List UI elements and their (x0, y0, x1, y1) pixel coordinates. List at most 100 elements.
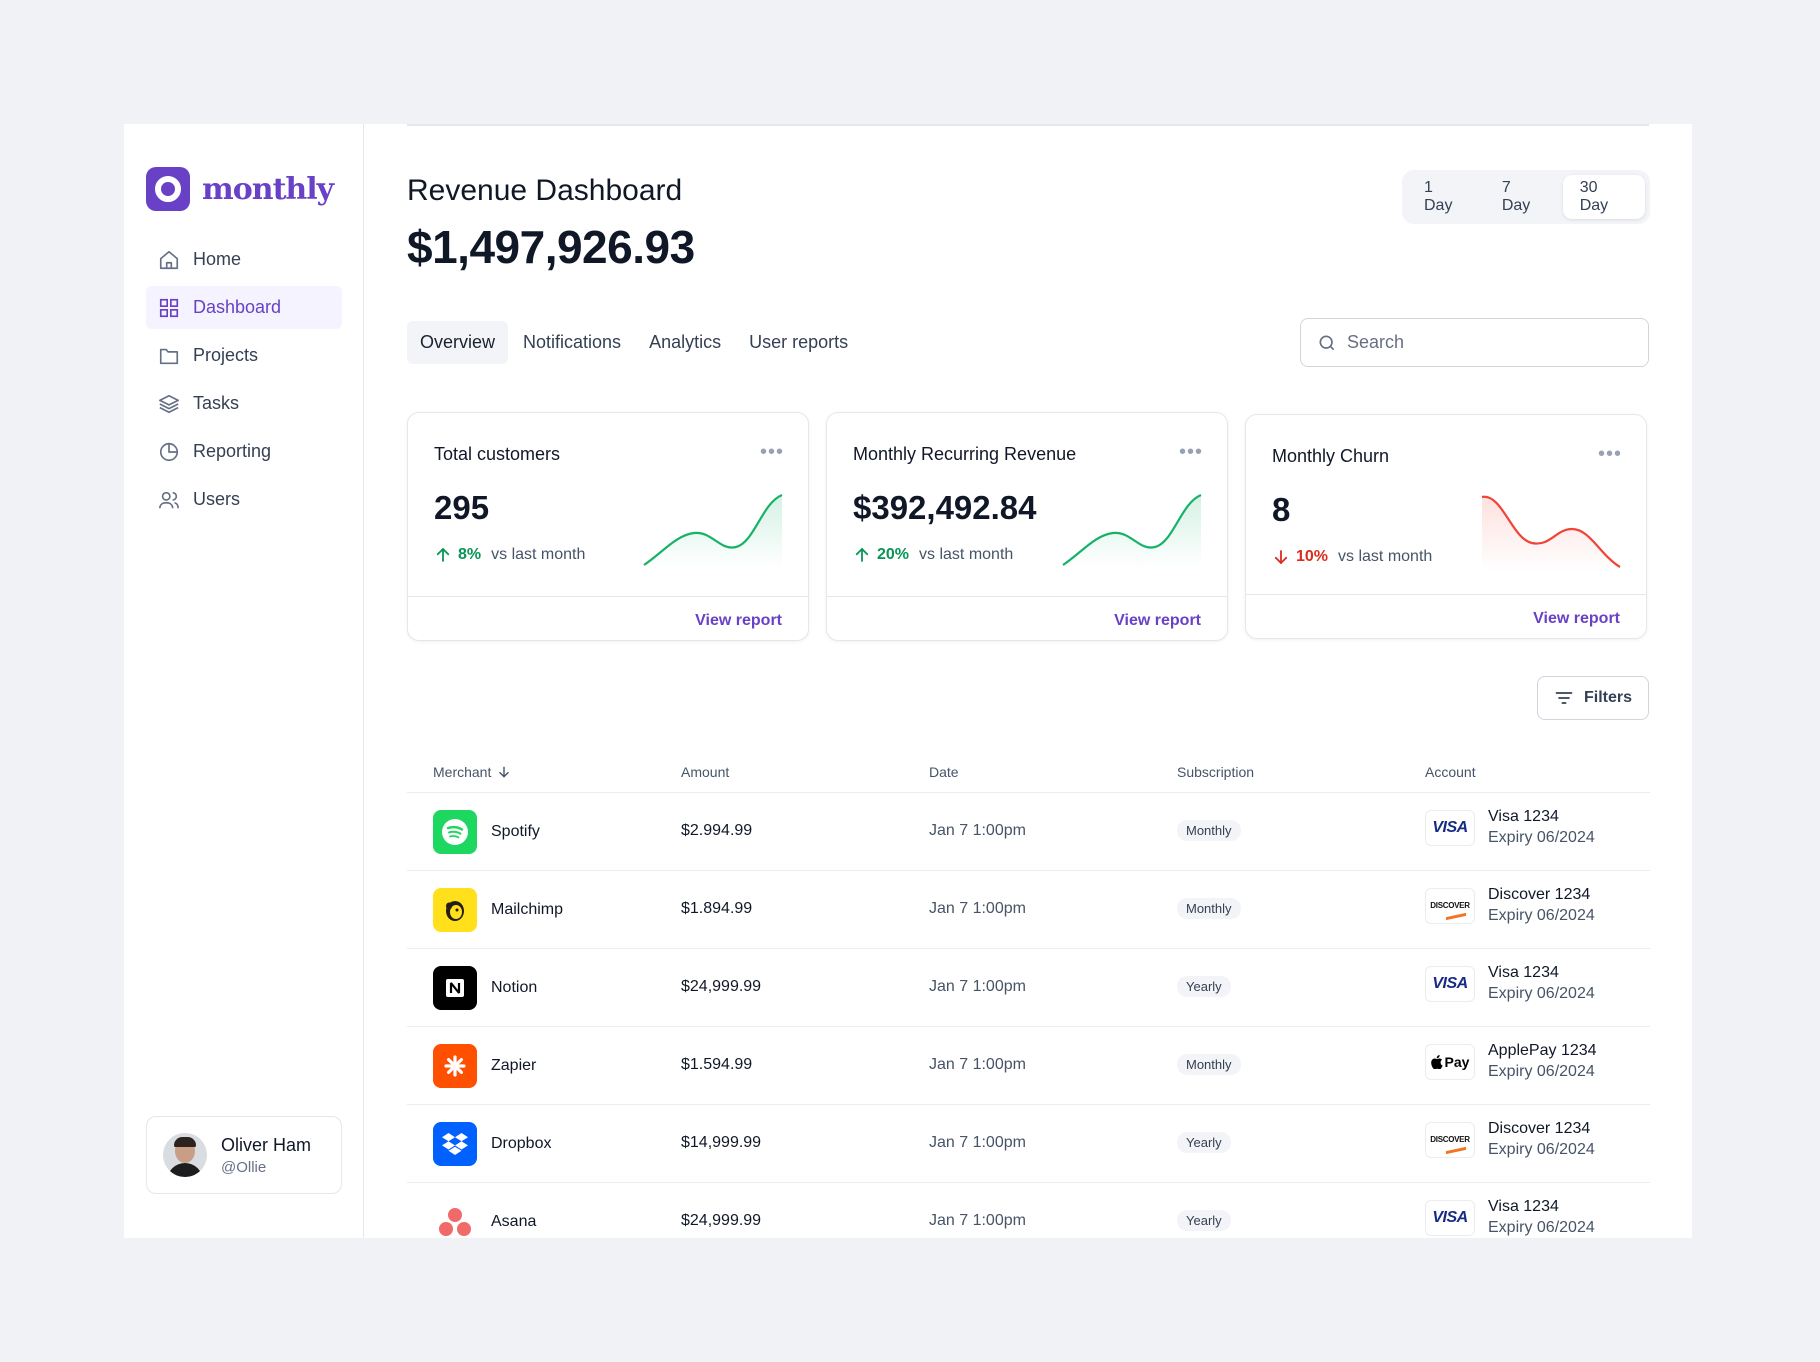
account-expiry: Expiry 06/2024 (1488, 829, 1595, 846)
tab-overview[interactable]: Overview (407, 321, 509, 364)
account-cell: DISCOVER Discover 1234 Expiry 06/2024 (1425, 886, 1595, 925)
sidebar-nav: Home Dashboard Projects Tasks Reporting … (146, 238, 342, 526)
trend-percent: 20% (877, 546, 910, 563)
sidebar-item-label: Dashboard (193, 297, 282, 317)
range-30-day[interactable]: 30 Day (1562, 175, 1646, 219)
merchant-cell: Asana (433, 1200, 536, 1238)
brand-logo[interactable]: monthly (146, 167, 334, 211)
subscription-badge: Monthly (1177, 898, 1241, 919)
account-name: Visa 1234 (1488, 1198, 1559, 1215)
apple-pay-icon: Pay (1425, 1043, 1475, 1080)
search-input[interactable] (1347, 332, 1627, 353)
sidebar-item-tasks[interactable]: Tasks (146, 382, 342, 425)
subscription-badge: Yearly (1177, 976, 1231, 997)
trend-compare: vs last month (919, 546, 1014, 563)
metric-card-churn: Monthly Churn ••• 8 10% vs last month Vi… (1245, 414, 1647, 639)
sidebar-item-label: Users (193, 489, 241, 509)
total-revenue: $1,497,926.93 (407, 221, 695, 273)
view-report-link[interactable]: View report (1114, 612, 1201, 629)
range-7-day[interactable]: 7 Day (1501, 179, 1531, 214)
user-handle: @Ollie (221, 1158, 267, 1176)
top-divider (407, 124, 1649, 126)
table-row[interactable]: Dropbox $14,999.99 Jan 7 1:00pm Yearly D… (407, 1105, 1650, 1183)
range-1-day[interactable]: 1 Day (1424, 179, 1453, 214)
tab-bar: Overview Notifications Analytics User re… (407, 321, 861, 364)
layers-icon (159, 394, 179, 413)
visa-icon: VISA (1425, 965, 1475, 1002)
sparkline-chart (1062, 493, 1202, 569)
trend-indicator: 20% vs last month (853, 546, 1013, 564)
table-header: Merchant Amount Date Subscription Accoun… (407, 750, 1650, 793)
column-subscription: Subscription (1177, 764, 1255, 780)
page-title: Revenue Dashboard (407, 174, 683, 207)
column-account: Account (1425, 764, 1476, 780)
card-footer (827, 596, 1227, 640)
amount-cell: $2.994.99 (681, 822, 753, 839)
column-amount: Amount (681, 764, 730, 780)
table-row[interactable]: Spotify $2.994.99 Jan 7 1:00pm Monthly V… (407, 793, 1650, 871)
visa-icon: VISA (1425, 1199, 1475, 1236)
sidebar-item-reporting[interactable]: Reporting (146, 430, 342, 473)
account-expiry: Expiry 06/2024 (1488, 1141, 1595, 1158)
sidebar-item-label: Reporting (193, 441, 272, 461)
sidebar-item-dashboard[interactable]: Dashboard (146, 286, 342, 329)
sidebar-item-users[interactable]: Users (146, 478, 342, 521)
table-row[interactable]: Zapier $1.594.99 Jan 7 1:00pm Monthly Pa… (407, 1027, 1650, 1105)
date-cell: Jan 7 1:00pm (929, 978, 1026, 995)
view-report-link[interactable]: View report (1533, 610, 1620, 627)
filter-lines-icon (1555, 692, 1573, 704)
card-title: Total customers (434, 444, 561, 464)
arrow-up-icon (855, 547, 869, 562)
metric-card-customers: Total customers ••• 295 8% vs last month… (407, 412, 809, 641)
brand-name: monthly (202, 171, 334, 207)
tab-analytics[interactable]: Analytics (649, 332, 722, 352)
discover-icon: DISCOVER (1425, 887, 1475, 924)
table-row[interactable]: Notion $24,999.99 Jan 7 1:00pm Yearly VI… (407, 949, 1650, 1027)
more-icon[interactable]: ••• (759, 441, 784, 463)
card-footer (1246, 594, 1646, 638)
table-row[interactable]: Mailchimp $1.894.99 Jan 7 1:00pm Monthly… (407, 871, 1650, 949)
user-profile-card[interactable]: Oliver Ham @Ollie (146, 1116, 342, 1194)
column-label: Merchant (433, 764, 492, 780)
tab-user-reports[interactable]: User reports (749, 332, 849, 352)
card-title: Monthly Recurring Revenue (853, 444, 1077, 464)
search-box[interactable] (1300, 318, 1649, 367)
column-date: Date (929, 764, 959, 780)
trend-compare: vs last month (1338, 548, 1433, 565)
account-name: Discover 1234 (1488, 1120, 1591, 1137)
sidebar-item-projects[interactable]: Projects (146, 334, 342, 377)
more-icon[interactable]: ••• (1178, 441, 1203, 463)
discover-icon: DISCOVER (1425, 1121, 1475, 1158)
trend-compare: vs last month (491, 546, 586, 563)
merchant-cell: Mailchimp (433, 888, 563, 932)
arrow-down-icon (1274, 550, 1288, 565)
amount-cell: $1.894.99 (681, 900, 753, 917)
app-window: monthly Home Dashboard Projects Tasks Re… (124, 124, 1692, 1238)
metric-card-mrr: Monthly Recurring Revenue ••• $392,492.8… (826, 412, 1228, 641)
card-value: $392,492.84 (853, 489, 1037, 526)
amount-cell: $24,999.99 (681, 1212, 762, 1229)
card-value: 295 (434, 489, 490, 526)
mailchimp-logo-icon (433, 888, 477, 932)
merchant-name: Asana (491, 1213, 537, 1230)
amount-cell: $1.594.99 (681, 1056, 753, 1073)
table-row[interactable]: Asana $24,999.99 Jan 7 1:00pm Yearly VIS… (407, 1183, 1650, 1238)
zapier-logo-icon (433, 1044, 477, 1088)
account-cell: DISCOVER Discover 1234 Expiry 06/2024 (1425, 1120, 1595, 1159)
account-cell: VISA Visa 1234 Expiry 06/2024 (1425, 964, 1595, 1003)
filters-button[interactable]: Filters (1537, 676, 1649, 720)
merchant-cell: Zapier (433, 1044, 536, 1088)
more-icon[interactable]: ••• (1597, 443, 1622, 465)
account-expiry: Expiry 06/2024 (1488, 907, 1595, 924)
date-cell: Jan 7 1:00pm (929, 1134, 1026, 1151)
merchant-cell: Spotify (433, 810, 540, 854)
subscription-badge: Monthly (1177, 820, 1241, 841)
view-report-link[interactable]: View report (695, 612, 782, 629)
merchant-cell: Dropbox (433, 1122, 551, 1166)
account-name: Visa 1234 (1488, 808, 1559, 825)
merchant-name: Spotify (491, 823, 540, 840)
visa-icon: VISA (1425, 809, 1475, 846)
column-merchant[interactable]: Merchant (433, 764, 511, 780)
tab-notifications[interactable]: Notifications (523, 332, 622, 352)
sidebar-item-home[interactable]: Home (146, 238, 342, 281)
